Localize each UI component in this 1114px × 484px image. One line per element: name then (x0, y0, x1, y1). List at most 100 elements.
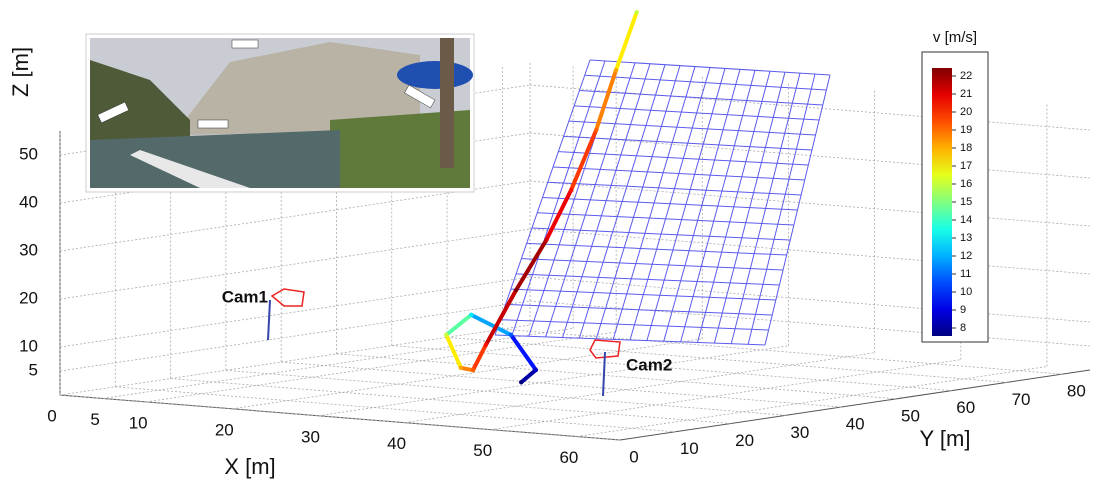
chart: Cam1 Cam2 v [m/s] 8 9 10 11 12 13 14 15 16 17 18 19… (0, 0, 1114, 484)
plane-line (553, 167, 805, 180)
colorbar-tick-label: 9 (960, 304, 966, 316)
plane-line (532, 228, 790, 240)
grid-line (530, 181, 1090, 226)
colorbar-tick-label: 8 (960, 322, 966, 334)
trajectory-point (614, 68, 618, 72)
colorbar-tick-label: 17 (960, 160, 972, 172)
trajectory-point (544, 238, 548, 242)
trajectory-point (509, 333, 513, 337)
trajectory-point (534, 368, 538, 372)
plane-line (500, 320, 768, 330)
y-tick-label: 0 (629, 447, 638, 466)
trajectory-segment (516, 240, 546, 290)
photo-umbrella (397, 61, 473, 89)
z-tick-label: 40 (19, 192, 38, 211)
x-tick-label: 20 (215, 420, 234, 439)
y-tick-label: 70 (1012, 390, 1031, 409)
trajectory-segment (446, 315, 471, 335)
trajectory-point (569, 188, 573, 192)
plane-line (585, 75, 827, 90)
camera-2 (590, 340, 620, 396)
plane-line (558, 152, 808, 165)
photo-tree-trunk (440, 38, 454, 168)
camera-axis (268, 300, 270, 340)
plane-line (564, 136, 812, 150)
trajectory-segment (571, 130, 596, 190)
colorbar-frame (922, 52, 988, 342)
plane-line (527, 243, 787, 255)
plane-line (506, 304, 773, 315)
colorbar-scale (932, 68, 952, 336)
trajectory-point (634, 10, 638, 14)
trajectory-point (484, 343, 488, 347)
z-axis-label: Z [m] (8, 47, 33, 97)
grid-line (60, 229, 530, 299)
trajectory-point (519, 380, 523, 384)
colorbar-tick-label: 10 (960, 286, 972, 298)
grid-line (281, 362, 841, 407)
grid-line (336, 354, 896, 399)
plane-line (511, 289, 776, 300)
grid-line (171, 379, 731, 424)
camera-frustum (272, 289, 304, 306)
y-tick-label: 50 (901, 406, 920, 425)
trajectory-point (444, 333, 448, 337)
z-tick-label: 20 (19, 288, 38, 307)
grid-line (103, 328, 573, 398)
trajectory-point (594, 128, 598, 132)
plane-line (590, 60, 830, 75)
grid-line (146, 332, 616, 402)
x-tick-label: 5 (90, 410, 99, 429)
grid-line (226, 370, 786, 415)
x-tick-label: 30 (301, 427, 320, 446)
grid-line (60, 277, 530, 347)
colorbar-tick-label: 15 (960, 196, 972, 208)
plane-line (569, 121, 816, 135)
colorbar-tick-label: 19 (960, 124, 972, 136)
y-tick-label: 30 (790, 423, 809, 442)
colorbar-tick-label: 21 (960, 88, 972, 100)
y-tick-label: 60 (956, 398, 975, 417)
z-tick-label: 10 (19, 336, 38, 355)
trajectory-segment (473, 345, 486, 370)
plane-line (548, 182, 801, 195)
trajectory-point (514, 288, 518, 292)
x-tick-label: 60 (559, 448, 578, 467)
colorbar-tick-label: 13 (960, 232, 972, 244)
colorbar-tick-label: 14 (960, 214, 972, 226)
grid-line (577, 367, 1047, 437)
camera-label: Cam1 (222, 287, 268, 306)
plane-line (495, 335, 765, 345)
z-tick-label: 5 (29, 360, 38, 379)
trajectory-segment (616, 12, 637, 70)
grid-line (115, 387, 675, 432)
y-tick-label: 40 (846, 415, 865, 434)
y-tick-label: 80 (1067, 382, 1086, 401)
colorbar-tick-label: 18 (960, 142, 972, 154)
x-tick-label: 40 (387, 434, 406, 453)
z-tick-label: 50 (19, 144, 38, 163)
x-tick-label: 10 (129, 413, 148, 432)
colorbar-tick-label: 12 (960, 250, 972, 262)
grid-line (530, 133, 1090, 178)
colorbar-tick-label: 22 (960, 70, 972, 82)
trajectory-point (471, 368, 475, 372)
grid-line (530, 277, 1090, 322)
trajectory-point (469, 313, 473, 317)
trajectory-segment (511, 335, 536, 370)
colorbar-title: v [m/s] (933, 29, 977, 46)
x-axis-label: X [m] (224, 454, 275, 479)
camera-label: Cam2 (626, 355, 672, 374)
x-tick-label: 50 (473, 441, 492, 460)
z-tick-label: 30 (19, 240, 38, 259)
surface-plane (495, 60, 830, 345)
grid-line (491, 360, 961, 430)
colorbar-tick-label: 20 (960, 106, 972, 118)
colorbar-tick-label: 11 (960, 268, 971, 280)
y-axis-label: Y [m] (920, 426, 971, 451)
colorbar-tick-label: 16 (960, 178, 972, 190)
trajectory-point (459, 366, 463, 370)
x-tick-label: 0 (47, 406, 56, 425)
inset-photo (86, 34, 474, 192)
photo-tag (232, 40, 258, 48)
